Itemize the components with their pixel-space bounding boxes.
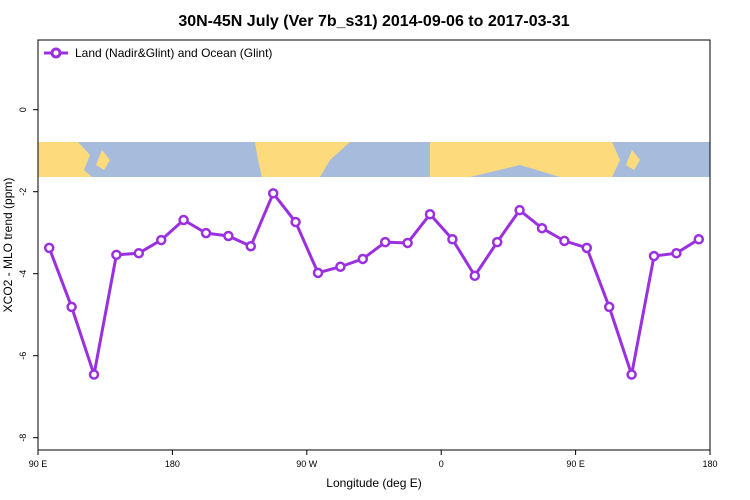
point	[626, 369, 637, 380]
point	[66, 301, 77, 313]
point	[111, 249, 122, 261]
legend: Land (Nadir&Glint) and Ocean (Glint)	[44, 46, 272, 60]
point	[559, 235, 570, 247]
plot-frame	[37, 39, 711, 451]
point	[469, 270, 481, 281]
point	[379, 236, 391, 248]
point	[200, 227, 212, 239]
x-tick-label: 180	[165, 459, 180, 469]
y-tick-label: -6	[18, 352, 28, 360]
point	[514, 204, 525, 216]
point	[581, 242, 593, 254]
y-axis-label: XCO2 - MLO trend (ppm)	[1, 178, 15, 313]
point	[335, 261, 346, 272]
point	[245, 240, 257, 252]
y-tick-label: -8	[18, 434, 28, 442]
point	[424, 209, 436, 220]
point	[693, 234, 705, 245]
x-axis-label: Longitude (deg E)	[326, 476, 421, 490]
point	[88, 369, 100, 380]
x-tick-label: 90 E	[566, 459, 585, 469]
point	[133, 247, 145, 259]
point	[155, 234, 167, 246]
x-tick-label: 0	[439, 459, 444, 469]
y-tick-label: -4	[18, 270, 28, 278]
x-tick-label: 180	[702, 459, 717, 469]
point	[223, 230, 234, 242]
x-tick-label: 90 E	[29, 459, 48, 469]
point	[178, 214, 189, 226]
point	[290, 216, 301, 228]
point	[402, 237, 413, 249]
point	[648, 250, 660, 262]
point	[447, 234, 458, 245]
point	[267, 188, 279, 199]
y-tick-label: -2	[18, 188, 28, 196]
point	[43, 242, 55, 254]
point	[357, 253, 369, 265]
point	[312, 267, 324, 279]
y-tick-label: 0	[18, 107, 28, 112]
point	[603, 301, 615, 313]
legend-label: Land (Nadir&Glint) and Ocean (Glint)	[75, 46, 272, 60]
map-band	[38, 142, 710, 177]
x-tick-label: 90 W	[296, 459, 318, 469]
chart-title: 30N-45N July (Ver 7b_s31) 2014-09-06 to …	[178, 13, 569, 30]
series-line	[47, 190, 700, 381]
point	[491, 236, 503, 248]
point	[671, 247, 682, 259]
point	[536, 222, 548, 234]
legend-marker	[50, 47, 62, 59]
